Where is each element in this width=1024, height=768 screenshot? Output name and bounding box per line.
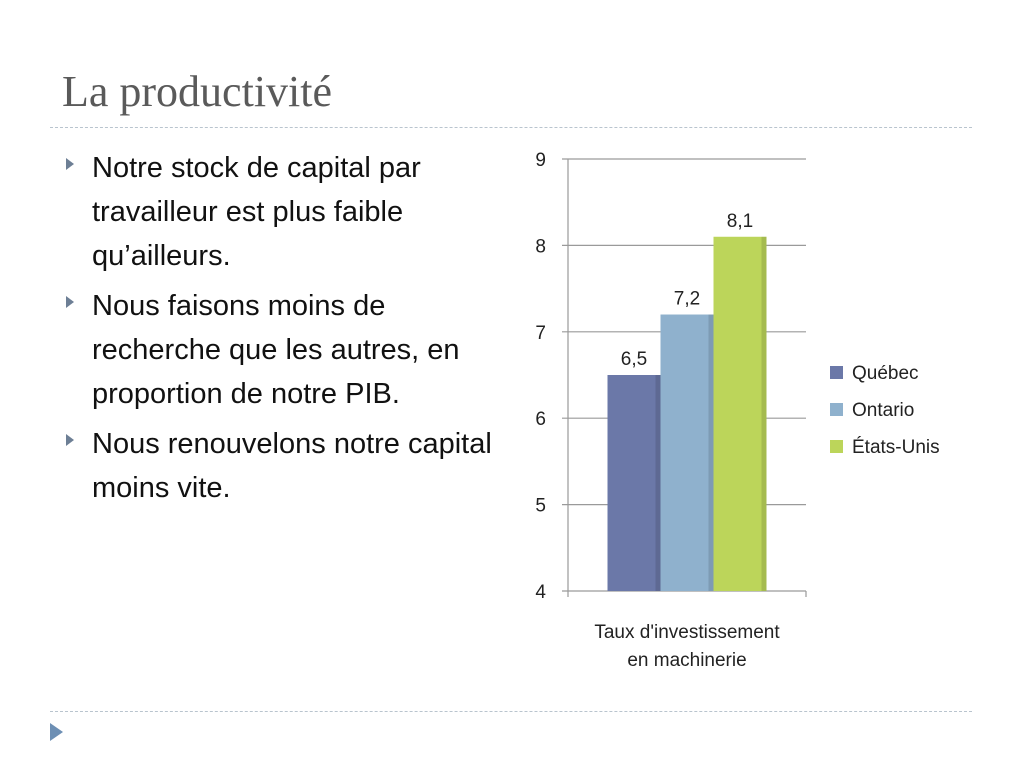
bullet-item: Nous faisons moins de recherche que les … <box>60 284 500 416</box>
category-label: en machinerie <box>627 650 746 671</box>
y-tick-label: 5 <box>535 496 546 517</box>
y-tick-label: 4 <box>535 582 546 603</box>
bullet-text: Nous renouvelons notre capital moins vit… <box>92 428 492 504</box>
legend-swatch <box>830 403 843 416</box>
legend-swatch <box>830 440 843 453</box>
bullet-text: Nous faisons moins de recherche que les … <box>92 290 460 410</box>
slide-title: La productivité <box>62 67 333 116</box>
bullet-text: Notre stock de capital par travailleur e… <box>92 152 421 272</box>
bullet-item: Notre stock de capital par travailleur e… <box>60 146 500 278</box>
bar <box>607 375 661 591</box>
bar-chart: 4 5 6 7 8 9 6,5 7,2 8,1 Taux d'investissement en m… <box>535 150 940 671</box>
bar <box>660 314 714 591</box>
bullet-arrow-icon <box>66 434 74 446</box>
bullet-list: Notre stock de capital par travailleur e… <box>60 146 500 516</box>
y-tick-label: 9 <box>535 150 546 171</box>
data-label: 8,1 <box>727 211 753 232</box>
bar-shade <box>655 375 661 591</box>
y-tick-label: 6 <box>535 409 546 430</box>
legend-label: États-Unis <box>852 437 940 458</box>
bullet-arrow-icon <box>66 296 74 308</box>
category-label: Taux d'investissement <box>594 622 780 643</box>
bullet-item: Nous renouvelons notre capital moins vit… <box>60 422 500 510</box>
legend-label: Québec <box>852 363 919 384</box>
y-tick-label: 8 <box>535 236 546 257</box>
y-tick-label: 7 <box>535 323 546 344</box>
title-divider <box>50 127 972 128</box>
bar <box>713 236 767 591</box>
legend-swatch <box>830 366 843 379</box>
bar-shade <box>708 314 714 591</box>
data-label: 7,2 <box>674 289 700 310</box>
data-label: 6,5 <box>621 349 647 370</box>
legend-label: Ontario <box>852 400 914 421</box>
bullet-arrow-icon <box>66 158 74 170</box>
bar-shade <box>761 236 767 591</box>
next-slide-arrow-icon[interactable] <box>50 723 63 741</box>
footer-divider <box>50 711 972 712</box>
